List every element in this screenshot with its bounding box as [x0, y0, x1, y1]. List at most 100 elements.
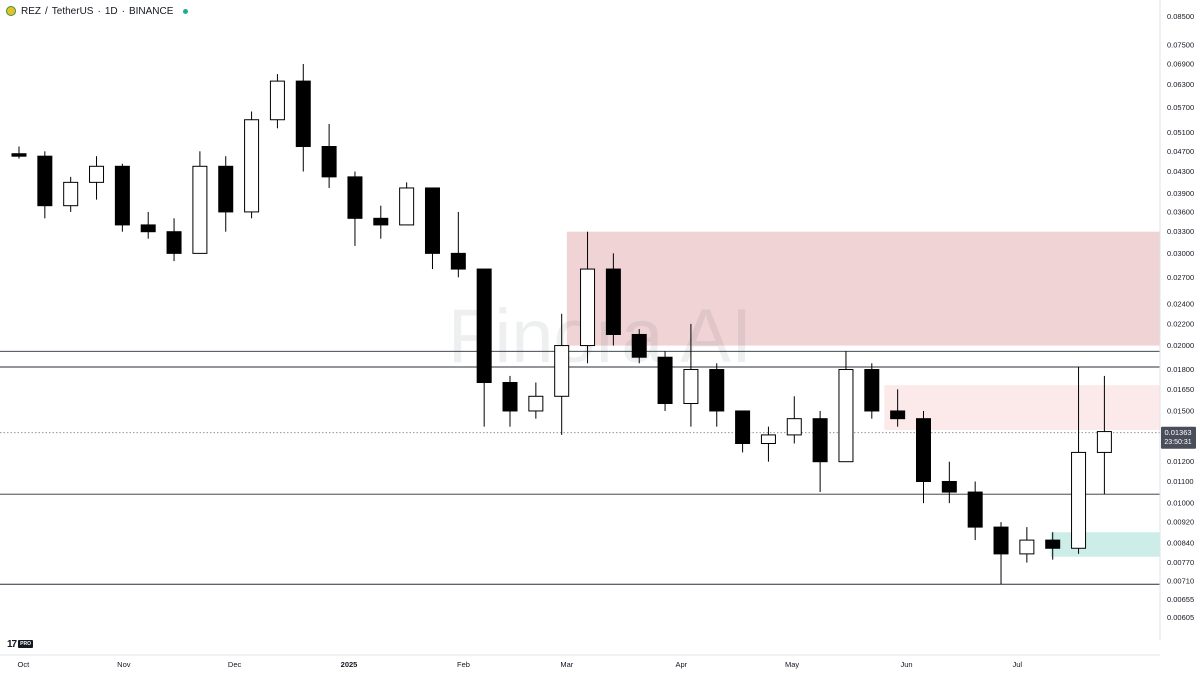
chart-header[interactable]: REZ / TetherUS · 1D · BINANCE — [6, 4, 189, 18]
price-tick-label: 0.01800 — [1167, 365, 1194, 374]
header-dot-separator: · — [97, 5, 101, 17]
price-tick-label: 0.04300 — [1167, 167, 1194, 176]
candle-body-up — [838, 369, 854, 463]
candle-body-down — [941, 480, 957, 493]
price-tick-label: 0.00920 — [1167, 518, 1194, 527]
candle-body-up — [760, 434, 776, 445]
market-status-icon — [183, 8, 189, 14]
time-tick-label: Apr — [675, 660, 687, 669]
price-tick-label: 0.03300 — [1167, 227, 1194, 236]
candle-body-up — [1096, 431, 1112, 453]
candle-body-up — [89, 165, 105, 183]
candle-body-down — [631, 333, 647, 358]
price-tick-label: 0.03600 — [1167, 207, 1194, 216]
candle — [424, 187, 440, 270]
price-tick-label: 0.00605 — [1167, 613, 1194, 622]
candles-layer — [11, 64, 1112, 585]
price-tick-label: 0.02700 — [1167, 273, 1194, 282]
tradingview-mark-icon: 17 — [7, 638, 17, 650]
candle-body-down — [424, 187, 440, 254]
time-tick-label: Oct — [18, 660, 31, 669]
candle-body-down — [11, 153, 27, 157]
candle-body-down — [450, 252, 466, 270]
candle — [528, 382, 544, 419]
candle — [1096, 375, 1112, 495]
levels-layer — [0, 350, 1160, 585]
candle — [967, 481, 983, 541]
candle — [1071, 367, 1087, 554]
candle — [890, 389, 906, 427]
candle — [631, 329, 647, 364]
candle-body-up — [192, 165, 208, 254]
header-separator: / — [45, 5, 48, 17]
candle-body-down — [140, 224, 156, 233]
candle — [295, 64, 311, 172]
candle — [812, 410, 828, 493]
candle-body-down — [114, 165, 130, 226]
candle-body-down — [812, 418, 828, 463]
price-tick-label: 0.05100 — [1167, 128, 1194, 137]
candle — [838, 351, 854, 463]
time-tick-label: Mar — [560, 660, 573, 669]
candle-body-down — [347, 176, 363, 219]
candle — [760, 426, 776, 462]
candle — [1019, 527, 1035, 563]
price-tag: 0.01363 23:50:31 — [1161, 426, 1196, 449]
rez-coin-logo-icon — [6, 6, 16, 16]
price-tick-label: 0.03000 — [1167, 249, 1194, 258]
time-tick-label: Jun — [900, 660, 912, 669]
price-tick-label: 0.00710 — [1167, 577, 1194, 586]
candle — [244, 111, 260, 219]
candle-body-down — [890, 410, 906, 420]
candle-body-up — [399, 187, 415, 226]
price-tick-label: 0.03900 — [1167, 189, 1194, 198]
candle — [140, 211, 156, 239]
price-tag-value: 0.01363 — [1164, 428, 1191, 437]
tradingview-logo[interactable]: 17 PRO — [7, 638, 33, 650]
candle-body-down — [709, 369, 725, 412]
header-exchange: BINANCE — [128, 5, 174, 17]
time-axis[interactable]: Oct Nov Dec 2025 Feb Mar Apr May Jun Jul — [0, 654, 1160, 669]
candle — [864, 363, 880, 419]
price-tick-label: 0.00655 — [1167, 595, 1194, 604]
price-tick-label: 0.02200 — [1167, 319, 1194, 328]
candle-body-down — [321, 146, 337, 178]
candle-body-down — [373, 217, 389, 226]
price-tick-label: 0.04700 — [1167, 147, 1194, 156]
candle — [166, 218, 182, 262]
price-tick-label: 0.02400 — [1167, 300, 1194, 309]
candle-body-down — [218, 165, 234, 213]
candle-body-down — [993, 526, 1009, 555]
candle — [373, 205, 389, 239]
candle-body-up — [786, 418, 802, 436]
candle-body-up — [683, 369, 699, 405]
price-tick-label: 0.06900 — [1167, 60, 1194, 69]
candle-body-down — [295, 80, 311, 148]
candle — [347, 171, 363, 246]
candle — [786, 396, 802, 444]
candle-body-up — [1071, 451, 1087, 549]
price-tick-label: 0.00840 — [1167, 538, 1194, 547]
candle — [993, 522, 1009, 585]
candle — [605, 253, 621, 346]
candle-body-up — [554, 345, 570, 397]
price-tick-label: 0.01500 — [1167, 406, 1194, 415]
watermark: Finora AI — [448, 294, 752, 379]
candle — [580, 231, 596, 364]
candle — [321, 123, 337, 188]
time-tick-label: Jul — [1012, 660, 1022, 669]
candle — [683, 323, 699, 427]
header-interval: 1D — [104, 5, 118, 17]
candle-body-down — [37, 155, 53, 207]
price-axis[interactable]: 0.08500 0.07500 0.06900 0.06300 0.05700 0.051… — [1159, 0, 1194, 640]
pro-badge: PRO — [18, 640, 33, 648]
price-tick-label: 0.07500 — [1167, 41, 1194, 50]
candle-body-up — [244, 119, 260, 213]
time-tick-label: Dec — [228, 660, 242, 669]
candle — [269, 74, 285, 129]
price-tick-label: 0.02000 — [1167, 341, 1194, 350]
candle-body-down — [476, 268, 492, 384]
price-tick-label: 0.01200 — [1167, 457, 1194, 466]
